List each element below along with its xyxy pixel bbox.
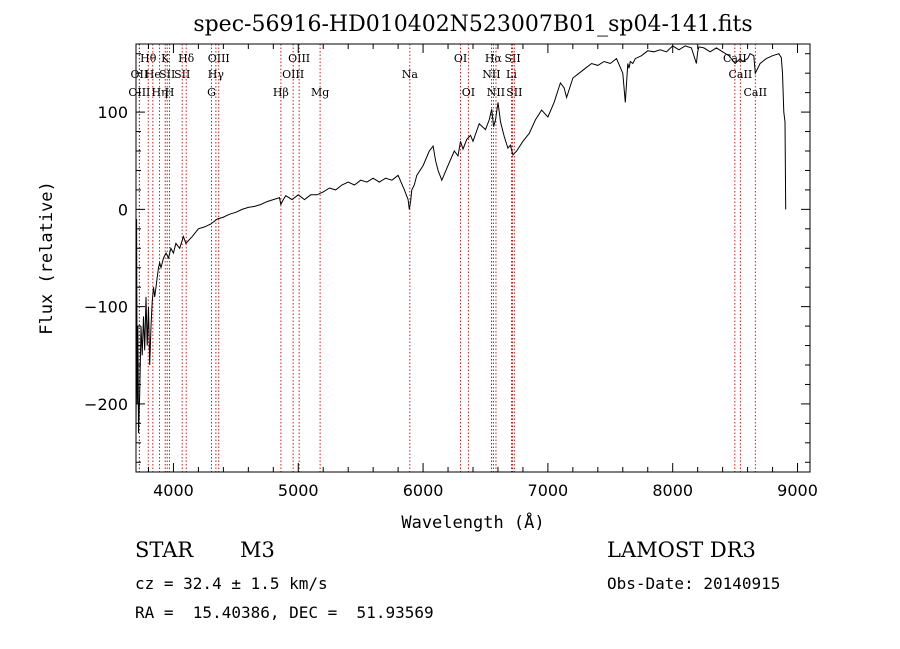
annotation-label: SII xyxy=(159,68,175,81)
plot-frame xyxy=(135,43,811,473)
x-tick-label: 9000 xyxy=(777,481,818,500)
annotation-label: OI xyxy=(462,86,475,99)
x-tick-label: 4000 xyxy=(153,481,194,500)
x-tick-label: 6000 xyxy=(403,481,444,500)
x-tick-label: 7000 xyxy=(528,481,569,500)
annotation-label: Hδ xyxy=(178,52,195,65)
y-tick-label: −200 xyxy=(84,395,128,414)
x-axis-label: Wavelength (Å) xyxy=(401,511,544,533)
ra-dec: RA = 15.40386, DEC = 51.93569 xyxy=(135,603,434,622)
y-axis-label: Flux (relative) xyxy=(37,181,57,335)
annotation-label: He xyxy=(145,68,161,81)
annotation-label: Hθ xyxy=(140,52,157,65)
annotation-label: Mg xyxy=(311,86,329,99)
annotation-label: NII xyxy=(482,68,500,81)
y-tick-label: 100 xyxy=(97,103,128,122)
annotation-label: Hγ xyxy=(208,68,225,81)
object-type: STAR xyxy=(135,538,194,562)
survey-name: LAMOST DR3 xyxy=(607,538,756,562)
spectrum-line xyxy=(135,45,787,443)
annotation-label: Hα xyxy=(485,52,503,65)
annotation-label: SII xyxy=(506,86,522,99)
annotation-label: K xyxy=(161,52,170,65)
annotation-label: Hβ xyxy=(273,86,289,99)
annotation-label: Na xyxy=(402,68,419,81)
redshift-cz: cz = 32.4 ± 1.5 km/s xyxy=(135,574,328,593)
annotation-label: H xyxy=(165,86,175,99)
annotation-label: Li xyxy=(506,68,517,81)
annotation-label: OIII xyxy=(288,52,310,65)
y-tick-label: −100 xyxy=(84,298,128,317)
chart-title: spec-56916-HD010402N523007B01_sp04-141.f… xyxy=(193,12,752,37)
obs-date: Obs-Date: 20140915 xyxy=(607,574,781,593)
annotation-label: CaII xyxy=(729,68,753,81)
x-tick-label: 8000 xyxy=(652,481,693,500)
annotation-label: NII xyxy=(487,86,505,99)
annotation-label: SII xyxy=(174,68,190,81)
annotation-label: SII xyxy=(504,52,520,65)
annotation-label: Hη xyxy=(151,86,167,99)
x-tick-label: 5000 xyxy=(278,481,319,500)
annotation-label: OI xyxy=(454,52,467,65)
annotation-label: OII xyxy=(131,68,149,81)
annotation-label: OIII xyxy=(282,68,304,81)
annotation-label: OIII xyxy=(208,52,230,65)
annotation-label: CaII xyxy=(743,86,767,99)
annotation-label: G xyxy=(207,86,216,99)
subclass: M3 xyxy=(240,538,275,562)
y-tick-label: 0 xyxy=(118,200,128,219)
